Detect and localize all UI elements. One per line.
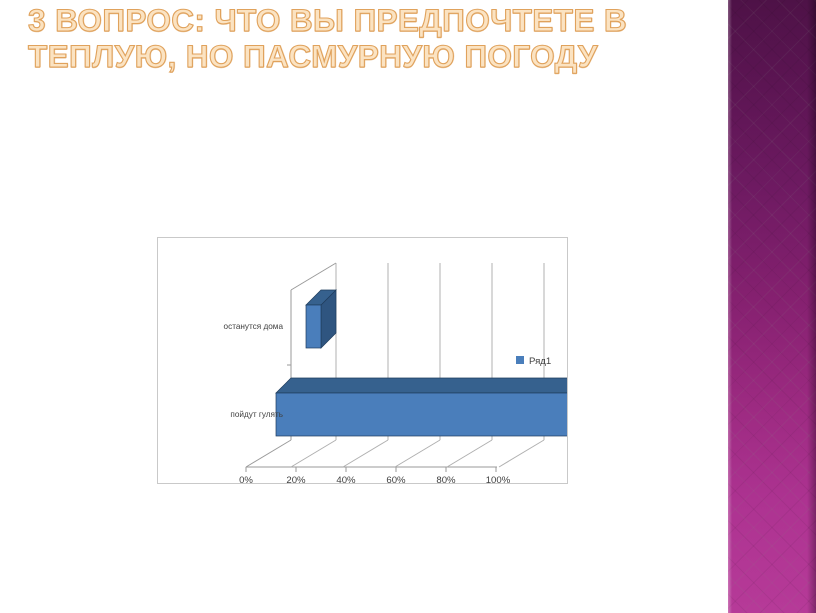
tick-label-80: 80%	[436, 475, 456, 483]
bar-ostanutsya-doma[interactable]	[305, 289, 337, 349]
tick-label-40: 40%	[336, 475, 356, 483]
category-label-poydut-gulyat: пойдут гулять	[230, 410, 283, 419]
bar-front-face	[305, 304, 322, 349]
page-title: 3 вопрос: Что вы предпочтете в теплую, н…	[27, 1, 628, 74]
side-panel-highlight-edge	[728, 0, 732, 613]
tick-label-60: 60%	[386, 475, 406, 483]
tick-label-0: 0%	[239, 475, 253, 483]
title-block: 3 вопрос: Что вы предпочтете в теплую, н…	[27, 1, 718, 74]
tick-label-20: 20%	[286, 475, 306, 483]
category-label-ostanutsya-doma: останутся дома	[224, 322, 284, 331]
side-panel-shadow-edge	[807, 0, 816, 613]
value-axis-ticks	[245, 467, 497, 472]
legend-label-ryad1: Ряд1	[529, 356, 551, 367]
bar-chart-3d: останутся дома пойдут гулять 0% 20% 40% …	[224, 262, 567, 483]
legend-swatch-icon	[516, 356, 524, 364]
bar-poydut-gulyat[interactable]	[275, 377, 567, 437]
tick-label-100: 100%	[486, 475, 511, 483]
chart-legend[interactable]: Ряд1	[516, 356, 551, 367]
chart-container[interactable]: останутся дома пойдут гулять 0% 20% 40% …	[157, 237, 568, 484]
bar-top-face	[275, 377, 567, 394]
bar-front-face	[275, 392, 567, 437]
chart-axes	[245, 262, 497, 468]
side-panel-pattern	[728, 0, 816, 613]
depth-line-origin	[245, 439, 292, 468]
decorative-side-panel	[728, 0, 816, 613]
depth-line-top	[290, 262, 337, 291]
